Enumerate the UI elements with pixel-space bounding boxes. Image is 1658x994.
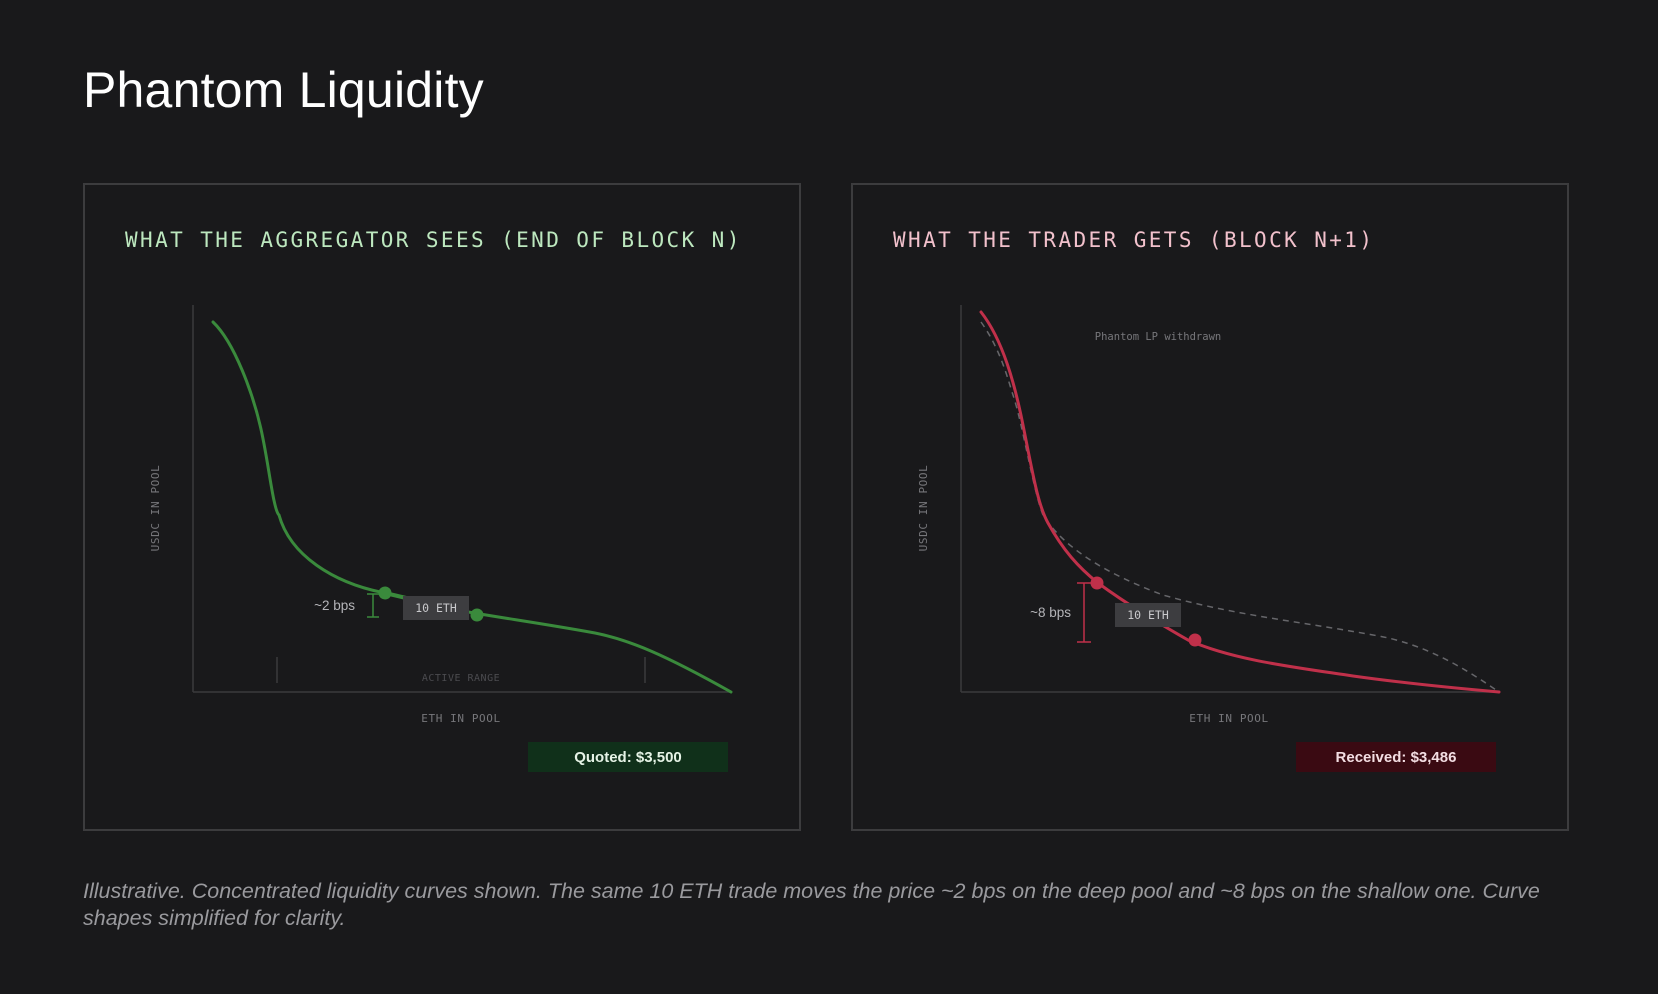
trade-start-marker	[378, 586, 392, 600]
quoted-price-label: Quoted: $3,500	[574, 749, 682, 766]
x-axis-label: ETH IN POOL	[1189, 712, 1268, 725]
received-price-box	[1296, 742, 1496, 772]
y-axis-label: USDC IN POOL	[149, 465, 162, 552]
trade-size-label: 10 ETH	[415, 601, 457, 615]
quoted-price-box	[528, 742, 728, 772]
page-title: Phantom Liquidity	[83, 62, 484, 118]
shallow-pool-diagram: USDC IN POOL ETH IN POOL Phantom LP with…	[917, 305, 1501, 772]
trade-end-marker	[1188, 633, 1202, 647]
trade-start-marker	[1090, 576, 1104, 590]
panel-heading-trader: WHAT THE TRADER GETS (BLOCK N+1)	[893, 228, 1375, 252]
y-axis-label: USDC IN POOL	[917, 465, 930, 552]
trade-end-marker	[470, 608, 484, 622]
received-price-label: Received: $3,486	[1336, 749, 1457, 766]
panel-aggregator-view: WHAT THE AGGREGATOR SEES (END OF BLOCK N…	[83, 183, 801, 831]
panel-heading-aggregator: WHAT THE AGGREGATOR SEES (END OF BLOCK N…	[125, 228, 742, 252]
ghost-liquidity-curve	[980, 321, 1500, 693]
deep-pool-diagram: ACTIVE RANGE USDC IN POOL ETH IN POOL ~2…	[149, 305, 733, 772]
x-axis-label: ETH IN POOL	[421, 712, 500, 725]
liquidity-curve	[211, 320, 733, 694]
trade-size-box	[1115, 603, 1181, 627]
phantom-lp-annotation: Phantom LP withdrawn	[1095, 331, 1221, 343]
trade-size-box	[403, 596, 469, 620]
impact-label: ~8 bps	[1030, 605, 1071, 620]
impact-label: ~2 bps	[314, 598, 355, 613]
panel-trader-view: WHAT THE TRADER GETS (BLOCK N+1) USDC IN…	[851, 183, 1569, 831]
liquidity-curve	[979, 310, 1501, 694]
active-range-label: ACTIVE RANGE	[422, 673, 500, 684]
trade-size-label: 10 ETH	[1127, 608, 1169, 622]
footnote-caption: Illustrative. Concentrated liquidity cur…	[83, 879, 1540, 930]
